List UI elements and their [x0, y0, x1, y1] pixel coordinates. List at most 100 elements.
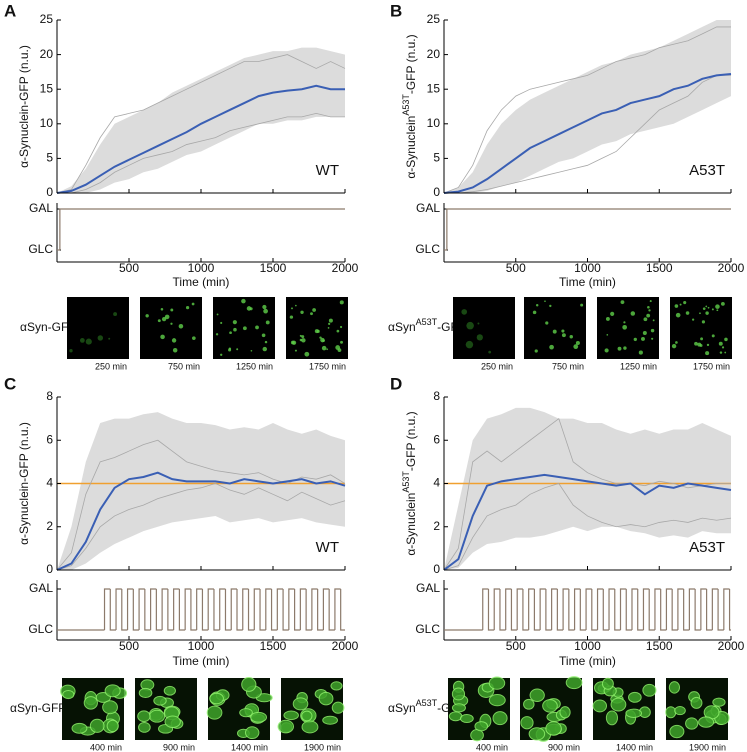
input-step	[161, 588, 168, 630]
cell-spot	[705, 311, 709, 315]
cell-spot	[706, 343, 710, 347]
cell-spot	[699, 312, 701, 315]
trace-line	[444, 74, 731, 194]
cell-spot	[561, 333, 566, 338]
cell-spot	[580, 303, 584, 307]
cell-spot	[108, 337, 111, 340]
cell	[163, 685, 176, 696]
cell-spot	[215, 333, 219, 336]
x-tick-label: 2000	[718, 261, 745, 275]
input-step	[270, 589, 278, 631]
cell-spot	[69, 349, 73, 353]
y-tick-label: 8	[433, 389, 440, 403]
cell	[138, 687, 153, 699]
input-step	[230, 588, 237, 630]
y-tick-label: 2	[46, 519, 53, 533]
cell-spot	[113, 312, 118, 316]
input-step	[539, 588, 546, 630]
cell-spot	[724, 337, 728, 342]
input-step	[671, 589, 678, 631]
cell	[601, 677, 614, 690]
input-step	[288, 588, 295, 630]
cell	[102, 700, 118, 715]
mean-line	[56, 84, 345, 194]
cell	[542, 699, 558, 713]
cell-spot	[326, 348, 329, 351]
cell	[164, 715, 181, 728]
cell-spot	[620, 300, 625, 305]
cell	[628, 691, 642, 703]
image-time-label: 1400 min	[231, 742, 268, 752]
cell-spot	[650, 328, 655, 333]
cell-spot	[465, 340, 474, 349]
micrograph	[670, 297, 732, 359]
image-time-label: 900 min	[548, 742, 580, 752]
input-step	[242, 588, 249, 630]
cell	[625, 708, 643, 718]
cell-spot	[220, 321, 223, 325]
image-time-label: 1250 min	[236, 361, 273, 371]
input-tick-label: GLC	[28, 622, 53, 636]
input-step	[247, 589, 255, 631]
cell-spot	[701, 320, 706, 324]
cell-spot	[638, 350, 643, 355]
cell	[209, 692, 224, 705]
cell-spot	[605, 316, 610, 321]
cell-spot	[328, 318, 333, 323]
panel-letter: A	[4, 1, 16, 20]
input-step	[132, 589, 140, 631]
x-tick-label: 2000	[718, 639, 745, 653]
cell	[459, 713, 474, 723]
input-step	[602, 589, 610, 631]
cell-spot	[702, 307, 706, 310]
cell	[206, 705, 223, 720]
x-tick-label: 500	[506, 261, 526, 275]
cell-spot	[466, 321, 474, 330]
cell-spot	[724, 351, 727, 354]
micrograph	[67, 297, 129, 359]
input-step	[596, 588, 604, 630]
y-tick-label: 0	[46, 185, 53, 199]
cell	[331, 701, 345, 714]
corner-label: A53T	[689, 539, 725, 556]
cell	[448, 711, 463, 722]
cell-spot	[720, 301, 725, 306]
input-step	[700, 588, 707, 630]
cell-spot	[606, 334, 609, 336]
cell-spot	[145, 314, 149, 318]
cell-spot	[476, 334, 483, 341]
cell-spot	[339, 325, 343, 329]
input-step	[103, 588, 111, 630]
label-part: -GFP (n.u.)	[404, 34, 418, 94]
image-time-label: 1400 min	[616, 742, 653, 752]
cell-spot	[85, 338, 92, 345]
input-step	[654, 588, 661, 630]
input-step	[207, 588, 214, 630]
input-step	[190, 589, 197, 631]
cell-spot	[262, 346, 267, 352]
y-tick-label: 25	[40, 12, 54, 26]
cell-spot	[575, 340, 580, 346]
panel-letter: D	[390, 374, 402, 393]
cell-spot	[705, 351, 710, 356]
x-tick-label: 2000	[332, 639, 359, 653]
cell-spot	[79, 337, 85, 343]
x-axis-label: Time (min)	[559, 275, 616, 289]
input-step	[59, 208, 345, 250]
input-step	[334, 588, 341, 630]
cell-spot	[633, 337, 637, 342]
input-step	[562, 588, 569, 630]
cell	[520, 716, 534, 730]
input-tick-label: GAL	[416, 201, 440, 215]
input-step	[545, 589, 552, 631]
input-step	[305, 589, 312, 631]
input-step	[579, 589, 587, 631]
input-tick-label: GAL	[29, 201, 53, 215]
x-axis-label: Time (min)	[559, 654, 616, 668]
cell-spot	[647, 305, 650, 309]
input-step	[265, 588, 272, 630]
trace-line	[443, 483, 732, 571]
cell-spot	[241, 298, 246, 304]
input-step	[150, 588, 157, 630]
